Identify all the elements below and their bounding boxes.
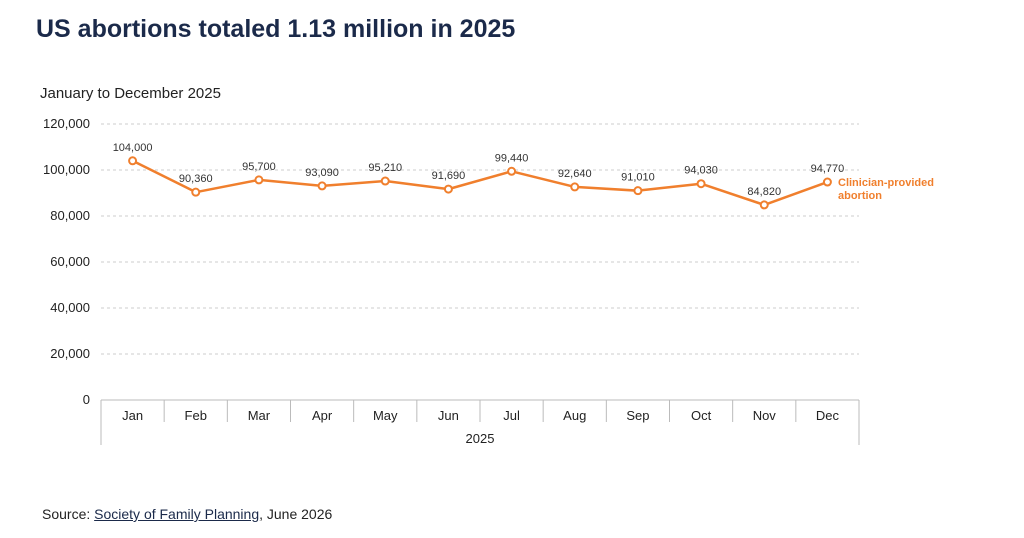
x-tick-label: Apr [312, 408, 333, 423]
x-tick-label: Oct [691, 408, 712, 423]
y-tick-label: 100,000 [43, 162, 90, 177]
x-tick-label: Mar [248, 408, 271, 423]
data-point [317, 181, 327, 191]
x-group-label: 2025 [466, 431, 495, 446]
data-point [128, 156, 138, 166]
x-tick-label: May [373, 408, 398, 423]
data-label: 95,700 [242, 161, 276, 173]
x-tick-label: Jun [438, 408, 459, 423]
y-tick-label: 40,000 [50, 300, 90, 315]
source-link[interactable]: Society of Family Planning [94, 506, 260, 522]
source-prefix: Source: [42, 506, 95, 522]
data-label: 84,820 [747, 186, 781, 198]
data-point [696, 179, 706, 189]
data-label: 93,090 [305, 167, 339, 179]
x-tick-label: Aug [563, 408, 586, 423]
data-label: 91,010 [621, 172, 655, 184]
y-tick-label: 0 [83, 392, 90, 407]
data-point [570, 182, 580, 192]
series-name-label: abortion [838, 190, 882, 202]
x-tick-label: Sep [626, 408, 649, 423]
data-point [507, 166, 517, 176]
series-name-label: Clinician-provided [838, 177, 934, 189]
data-label: 94,770 [811, 163, 845, 175]
data-point [633, 186, 643, 196]
data-label: 99,440 [495, 152, 529, 164]
chart-title: US abortions totaled 1.13 million in 202… [36, 15, 516, 43]
data-label: 104,000 [113, 142, 153, 154]
y-tick-label: 120,000 [43, 116, 90, 131]
x-tick-label: Nov [753, 408, 777, 423]
data-point [254, 175, 264, 185]
data-point [443, 184, 453, 194]
x-tick-label: Jan [122, 408, 143, 423]
data-label: 92,640 [558, 168, 592, 180]
data-label: 91,690 [432, 170, 466, 182]
y-tick-label: 80,000 [50, 208, 90, 223]
x-tick-label: Jul [503, 408, 520, 423]
source-suffix: , June 2026 [259, 506, 333, 522]
data-label: 94,030 [684, 165, 718, 177]
x-tick-label: Feb [185, 408, 207, 423]
source-note: Source: Society of Family Planning, June… [42, 506, 332, 522]
data-point [380, 176, 390, 186]
data-point [822, 177, 832, 187]
series-line [132, 159, 828, 207]
y-tick-label: 20,000 [50, 346, 90, 361]
y-tick-label: 60,000 [50, 254, 90, 269]
data-point [759, 200, 769, 210]
data-label: 95,210 [368, 162, 402, 174]
chart-subtitle: January to December 2025 [40, 85, 221, 102]
data-point [191, 187, 201, 197]
data-label: 90,360 [179, 173, 213, 185]
x-tick-label: Dec [816, 408, 840, 423]
